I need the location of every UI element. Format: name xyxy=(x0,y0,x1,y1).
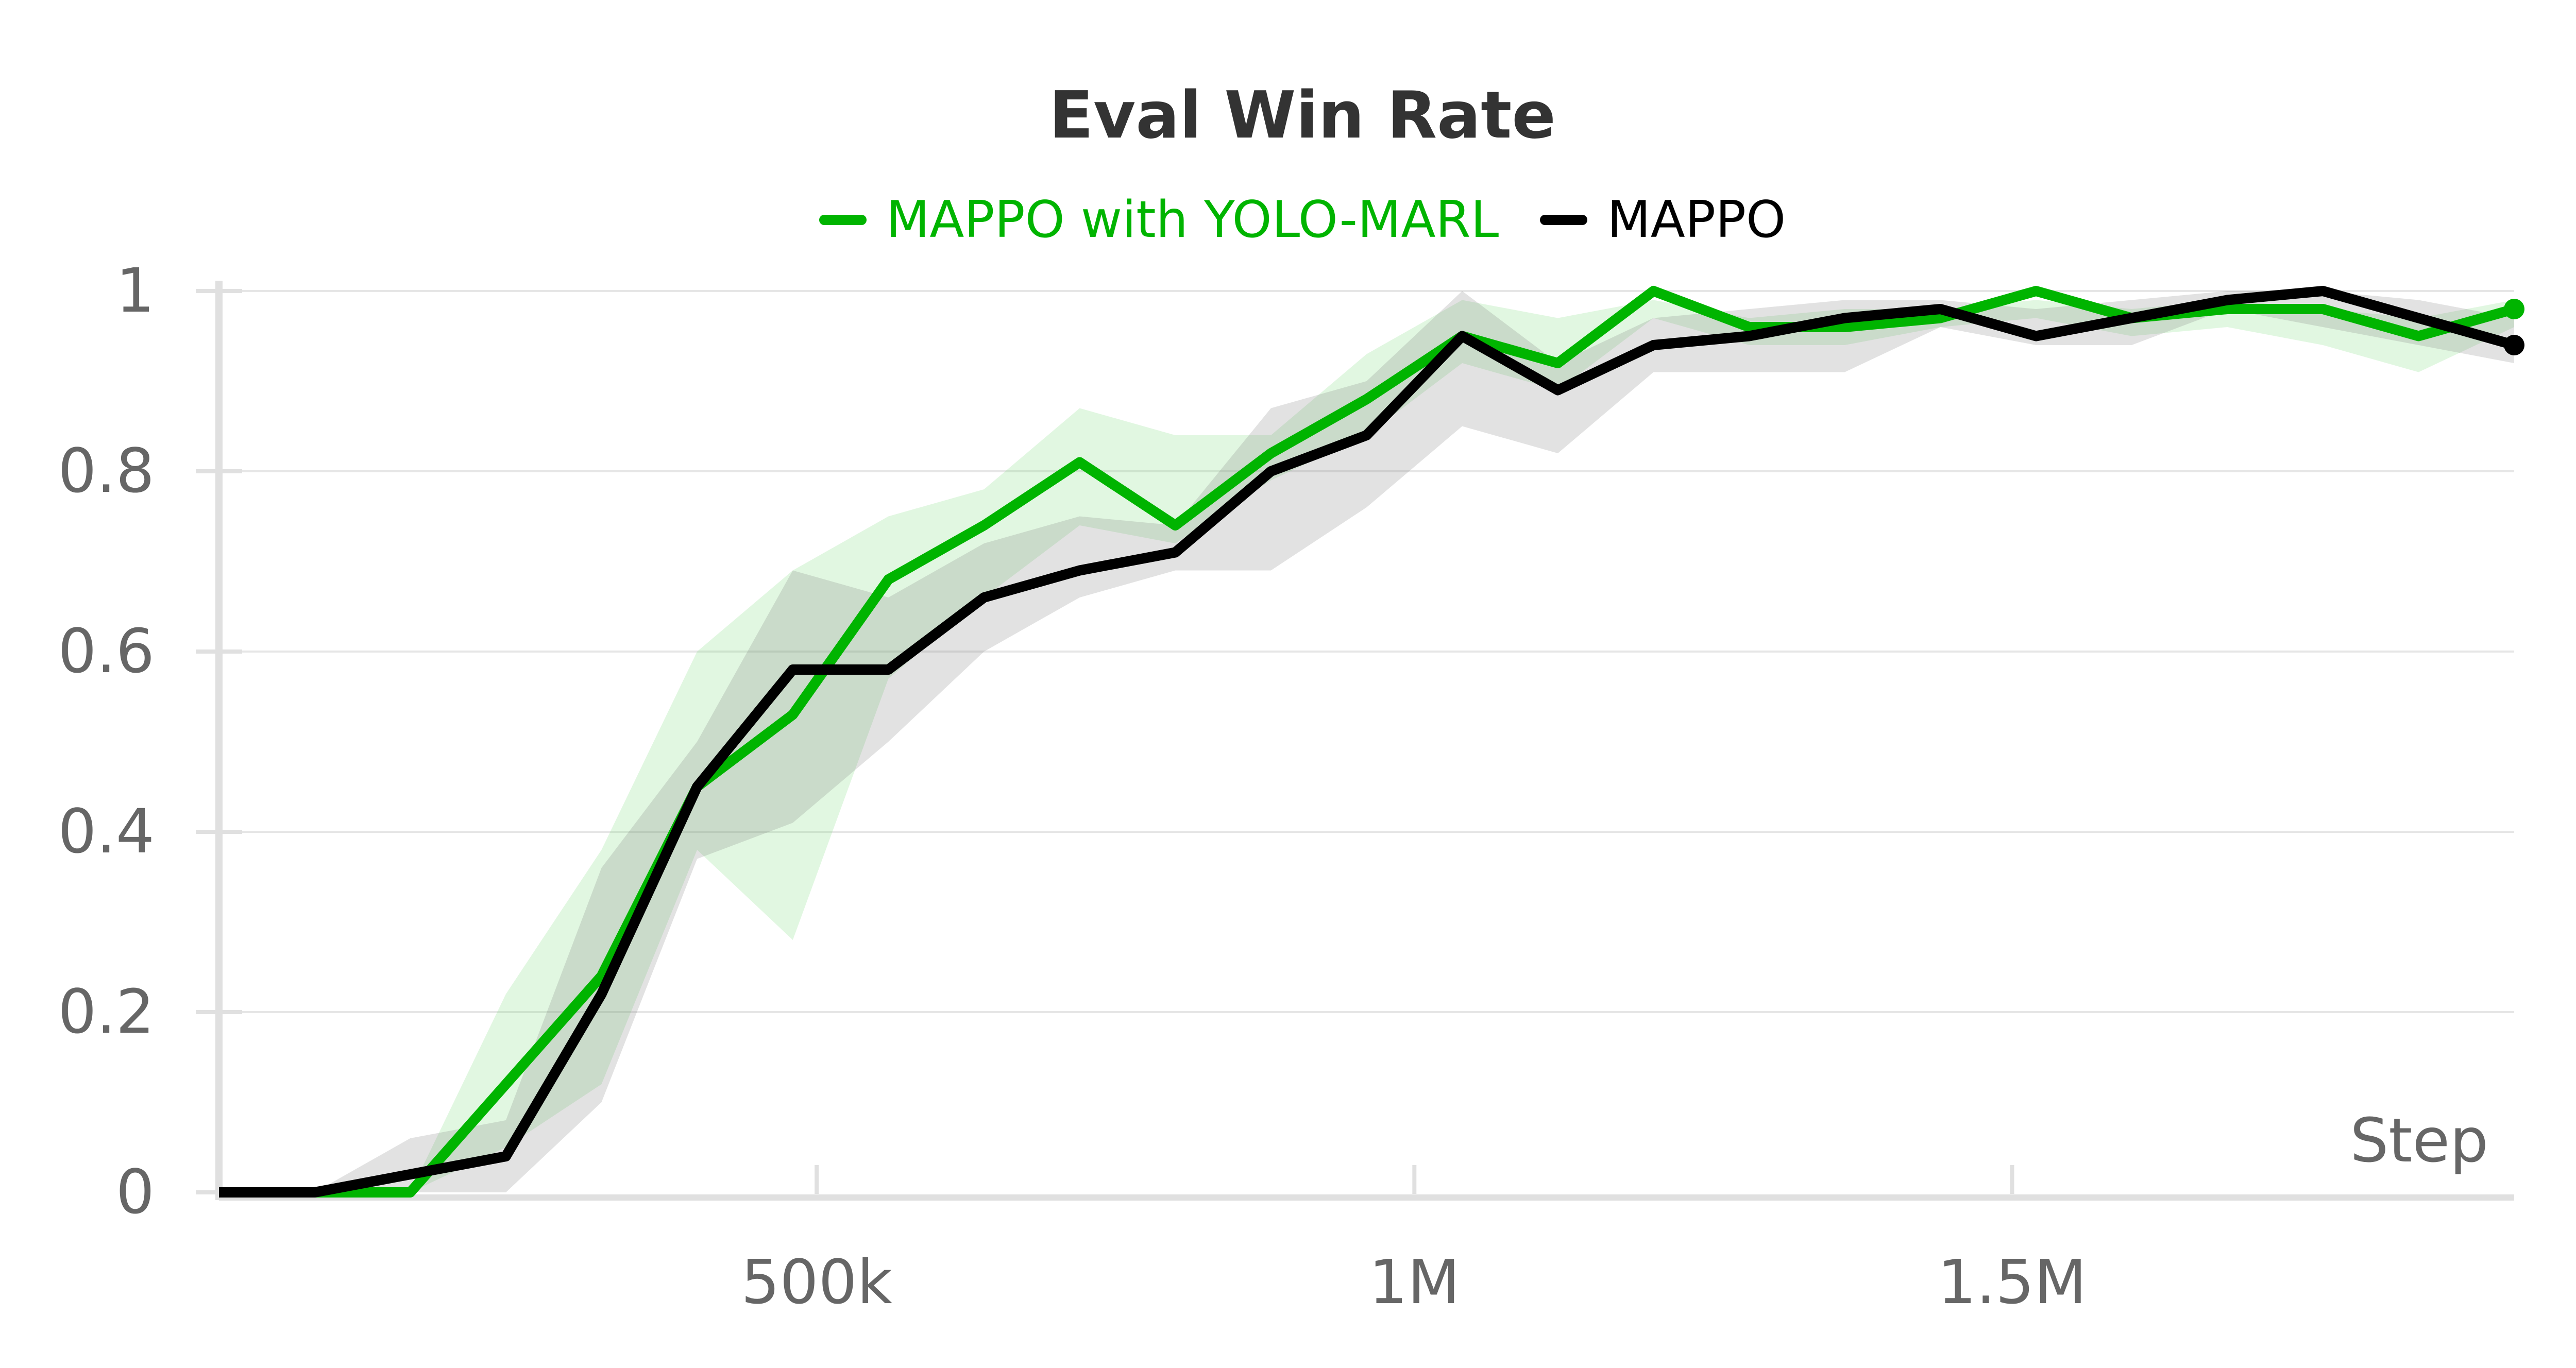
y-tick-label: 0.8 xyxy=(58,435,155,506)
legend-swatch-yolo-marl xyxy=(819,215,867,225)
x-axis-label: Step xyxy=(2350,1105,2488,1176)
y-tick-label: 0.6 xyxy=(58,615,155,687)
series-endpoint-yolo-marl xyxy=(2504,299,2524,319)
x-tick-label: 1M xyxy=(1369,1246,1460,1318)
tick-labels: 0 0.2 0.4 0.6 0.8 1 500k 1M 1.5M xyxy=(58,255,2087,1318)
y-tick-label: 1 xyxy=(116,255,155,326)
x-tick-label: 1.5M xyxy=(1938,1246,2087,1318)
legend-label-yolo-marl: MAPPO with YOLO-MARL xyxy=(886,191,1499,249)
chart-title: Eval Win Rate xyxy=(1049,77,1556,153)
series-line-mappo xyxy=(219,286,2516,1198)
legend: MAPPO with YOLO-MARL MAPPO xyxy=(0,191,2576,249)
series-endpoint-mappo xyxy=(2504,335,2524,355)
y-tick-label: 0.2 xyxy=(58,976,155,1047)
series-lines xyxy=(219,286,2524,1198)
confidence-bands xyxy=(219,291,2514,1192)
y-tick-label: 0 xyxy=(116,1156,155,1227)
grid-lines xyxy=(219,290,2514,1013)
band-yolo-marl xyxy=(219,300,2514,1192)
y-tick-label: 0.4 xyxy=(58,796,155,867)
x-tick-label: 500k xyxy=(741,1246,892,1318)
axes xyxy=(196,281,2514,1201)
legend-swatch-mappo xyxy=(1540,215,1588,225)
band-mappo xyxy=(219,291,2514,1192)
legend-label-mappo: MAPPO xyxy=(1607,191,1786,249)
legend-item-mappo[interactable]: MAPPO xyxy=(1540,191,1786,249)
legend-item-yolo-marl[interactable]: MAPPO with YOLO-MARL xyxy=(819,191,1499,249)
